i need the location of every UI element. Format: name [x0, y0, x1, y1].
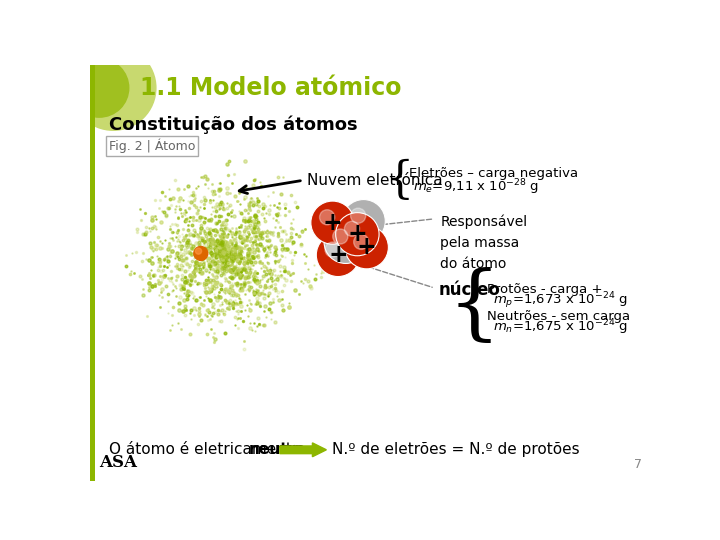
- Circle shape: [345, 226, 388, 269]
- Circle shape: [325, 242, 340, 257]
- Circle shape: [333, 229, 348, 244]
- Circle shape: [351, 208, 366, 223]
- Text: +: +: [323, 211, 343, 235]
- FancyBboxPatch shape: [106, 136, 198, 156]
- Text: Nuvem eletrónica: Nuvem eletrónica: [307, 173, 443, 188]
- Circle shape: [316, 233, 360, 276]
- Text: {: {: [386, 159, 414, 202]
- Circle shape: [194, 247, 208, 260]
- Text: $m_e$=9,11 x 10$^{-28}$ g: $m_e$=9,11 x 10$^{-28}$ g: [413, 178, 539, 197]
- Text: núcleo: núcleo: [438, 281, 500, 299]
- Text: Neutrões - sem carga: Neutrões - sem carga: [487, 310, 630, 323]
- Text: Constituição dos átomos: Constituição dos átomos: [109, 116, 358, 134]
- Circle shape: [342, 200, 385, 242]
- Circle shape: [324, 220, 367, 264]
- Text: +: +: [348, 222, 367, 246]
- Text: 7: 7: [634, 458, 642, 471]
- FancyBboxPatch shape: [90, 65, 96, 481]
- Circle shape: [320, 210, 335, 225]
- Text: 1.1 Modelo atómico: 1.1 Modelo atómico: [140, 76, 402, 100]
- Text: neutro: neutro: [249, 442, 306, 457]
- Text: N.º de eletrões = N.º de protões: N.º de eletrões = N.º de protões: [332, 442, 580, 457]
- Text: $m_p$=1,673 x 10$^{-24}$ g: $m_p$=1,673 x 10$^{-24}$ g: [493, 290, 628, 310]
- Text: Eletrões – carga negativa: Eletrões – carga negativa: [409, 167, 578, 180]
- Text: +: +: [357, 235, 377, 259]
- Circle shape: [195, 248, 202, 254]
- Circle shape: [70, 59, 129, 117]
- Circle shape: [336, 213, 379, 256]
- Text: O átomo é eletricamente: O átomo é eletricamente: [109, 442, 307, 457]
- Circle shape: [354, 234, 369, 249]
- FancyArrow shape: [280, 443, 326, 457]
- Text: Responsável
pela massa
do átomo: Responsável pela massa do átomo: [441, 215, 528, 271]
- Circle shape: [311, 201, 354, 244]
- Text: +: +: [328, 243, 348, 267]
- Circle shape: [344, 221, 359, 237]
- Text: Fig. 2 | Átomo: Fig. 2 | Átomo: [109, 138, 195, 153]
- Text: {: {: [447, 267, 500, 347]
- Text: Protões - carga +: Protões - carga +: [487, 283, 603, 296]
- Text: $m_n$=1,675 x 10$^{-24}$ g: $m_n$=1,675 x 10$^{-24}$ g: [493, 318, 628, 337]
- Circle shape: [71, 45, 156, 130]
- Text: ASA: ASA: [99, 454, 138, 471]
